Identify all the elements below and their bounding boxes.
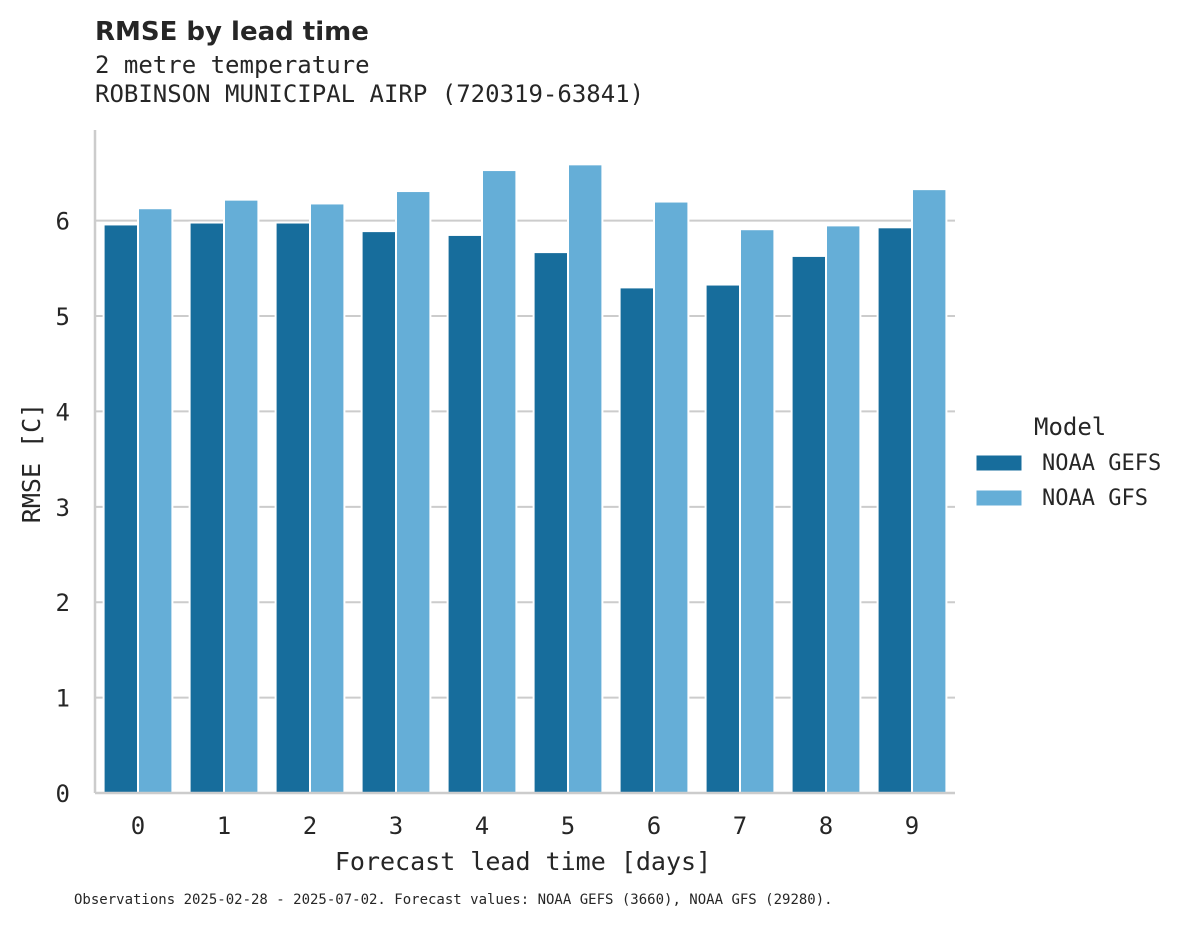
axes (93, 130, 955, 795)
bar-noaa-gfs-9 (911, 188, 948, 794)
y-tick-label: 6 (56, 208, 70, 236)
x-tick-label: 3 (389, 812, 403, 840)
y-tick-label: 1 (56, 685, 70, 713)
bar-noaa-gfs-0 (137, 207, 174, 794)
x-tick-label: 9 (905, 812, 919, 840)
bar-noaa-gefs-6 (618, 286, 655, 794)
legend-swatch-noaa-gfs (975, 489, 1023, 507)
x-tick-label: 5 (561, 812, 575, 840)
x-tick-label: 8 (819, 812, 833, 840)
x-tick-label: 6 (647, 812, 661, 840)
y-tick-label: 2 (56, 589, 70, 617)
bar-noaa-gfs-8 (825, 224, 862, 794)
bar-noaa-gefs-2 (274, 221, 312, 794)
x-tick-label: 1 (217, 812, 231, 840)
bar-noaa-gefs-8 (790, 254, 827, 794)
y-axis-label: RMSE [C] (17, 403, 46, 523)
legend-label: NOAA GEFS (1042, 451, 1161, 476)
x-tick-label: 0 (131, 812, 145, 840)
x-tick-label: 7 (733, 812, 747, 840)
chart-title: RMSE by lead time (95, 17, 369, 47)
bar-noaa-gefs-0 (102, 223, 139, 795)
legend-label: NOAA GFS (1042, 486, 1148, 511)
chart-subtitle-variable: 2 metre temperature (95, 51, 370, 79)
bar-noaa-gefs-1 (188, 221, 226, 794)
y-tick-label: 4 (56, 398, 70, 426)
bar-noaa-gfs-4 (481, 169, 518, 795)
x-tick-label: 4 (475, 812, 489, 840)
legend-swatch-noaa-gefs (975, 454, 1023, 472)
x-tick-label: 2 (303, 812, 317, 840)
bar-noaa-gfs-7 (739, 228, 776, 795)
bar-noaa-gefs-3 (360, 230, 398, 794)
bar-noaa-gefs-4 (446, 233, 484, 795)
x-tick-labels: 0 1 2 3 4 5 6 7 8 9 (131, 812, 919, 840)
bar-noaa-gfs-1 (223, 198, 260, 794)
y-tick-label: 0 (56, 780, 70, 808)
footnote: Observations 2025-02-28 - 2025-07-02. Fo… (74, 892, 833, 908)
legend-title: Model (1034, 413, 1106, 441)
bar-noaa-gfs-5 (567, 163, 604, 794)
y-tick-label: 5 (56, 303, 70, 331)
bar-noaa-gefs-5 (532, 251, 569, 795)
bar-noaa-gefs-7 (704, 283, 741, 794)
bar-noaa-gefs-9 (876, 226, 913, 795)
bar-marks (102, 163, 948, 795)
bar-noaa-gfs-3 (395, 190, 432, 795)
y-tick-label: 3 (56, 494, 70, 522)
y-tick-labels: 0 1 2 3 4 5 6 (56, 208, 70, 808)
bar-noaa-gfs-2 (309, 202, 346, 795)
legend: Model NOAA GEFS NOAA GFS (975, 413, 1161, 511)
x-axis-label: Forecast lead time [days] (335, 847, 711, 876)
bar-noaa-gfs-6 (653, 200, 690, 795)
chart-subtitle-station: ROBINSON MUNICIPAL AIRP (720319-63841) (95, 80, 645, 108)
